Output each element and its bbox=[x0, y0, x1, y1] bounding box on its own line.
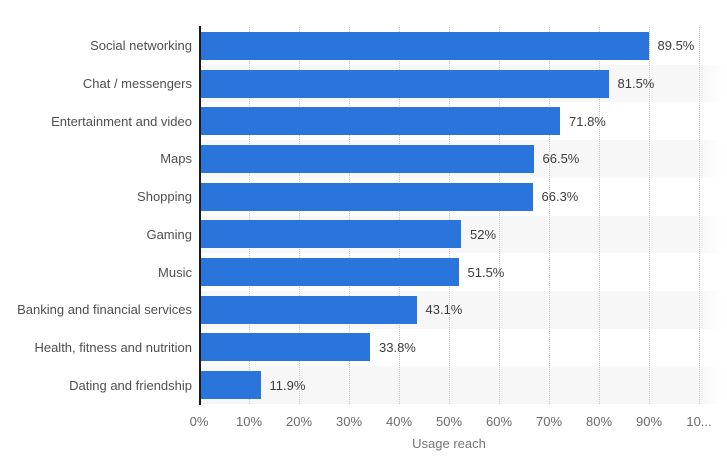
row-stripe bbox=[199, 366, 727, 404]
gridline bbox=[399, 27, 400, 404]
category-label: Health, fitness and nutrition bbox=[34, 339, 192, 355]
bar[interactable] bbox=[201, 144, 534, 173]
x-tick-label: 70% bbox=[535, 414, 563, 429]
bar[interactable] bbox=[201, 182, 533, 211]
x-tick-label: 10... bbox=[686, 414, 712, 429]
bar[interactable] bbox=[201, 220, 461, 249]
value-label: 66.5% bbox=[542, 151, 580, 167]
plot-area: 89.5% 81.5% 71.8% 66.5% 66.3% 52% 51.5% 43.1% 33… bbox=[199, 27, 727, 404]
gridline bbox=[549, 27, 550, 404]
x-tick-label: 80% bbox=[585, 414, 613, 429]
gridline bbox=[349, 27, 350, 404]
x-tick-label: 90% bbox=[635, 414, 663, 429]
x-tick-label: 50% bbox=[435, 414, 463, 429]
bar[interactable] bbox=[201, 107, 560, 136]
x-axis-ticks: 0% 10% 20% 30% 40% 50% 60% 70% 80% 90% 10... bbox=[0, 414, 727, 430]
gridline bbox=[499, 27, 500, 404]
value-label: 43.1% bbox=[425, 302, 463, 318]
value-label: 52% bbox=[470, 226, 497, 242]
gridline bbox=[649, 27, 650, 404]
bar[interactable] bbox=[201, 333, 370, 362]
gridline bbox=[599, 27, 600, 404]
x-tick-label: 40% bbox=[385, 414, 413, 429]
bar[interactable] bbox=[201, 31, 649, 60]
category-label: Music bbox=[158, 264, 192, 280]
x-tick-label: 10% bbox=[235, 414, 263, 429]
value-label: 81.5% bbox=[617, 76, 655, 92]
y-axis-line bbox=[199, 26, 201, 405]
value-label: 11.9% bbox=[269, 377, 306, 393]
category-label: Banking and financial services bbox=[17, 302, 192, 318]
value-label: 71.8% bbox=[569, 113, 606, 129]
x-tick-label: 30% bbox=[335, 414, 363, 429]
gridline bbox=[299, 27, 300, 404]
category-label: Social networking bbox=[90, 38, 192, 54]
bar[interactable] bbox=[201, 371, 261, 400]
x-axis-title: Usage reach bbox=[412, 436, 486, 451]
value-label: 51.5% bbox=[467, 264, 505, 280]
category-label: Chat / messengers bbox=[82, 76, 192, 92]
category-label: Entertainment and video bbox=[51, 113, 192, 129]
x-tick-label: 0% bbox=[189, 414, 209, 429]
gridline bbox=[699, 27, 700, 404]
bar[interactable] bbox=[201, 295, 417, 324]
value-label: 66.3% bbox=[541, 189, 579, 205]
value-label: 33.8% bbox=[379, 339, 416, 355]
category-label: Dating and friendship bbox=[69, 377, 192, 393]
category-label: Gaming bbox=[146, 226, 192, 242]
gridline bbox=[249, 27, 250, 404]
bar[interactable] bbox=[201, 258, 459, 287]
gridline bbox=[449, 27, 450, 404]
value-label: 89.5% bbox=[657, 38, 695, 54]
x-tick-label: 20% bbox=[285, 414, 313, 429]
category-label: Maps bbox=[160, 151, 192, 167]
bar[interactable] bbox=[201, 69, 609, 98]
category-label: Shopping bbox=[137, 189, 192, 205]
x-tick-label: 60% bbox=[485, 414, 513, 429]
